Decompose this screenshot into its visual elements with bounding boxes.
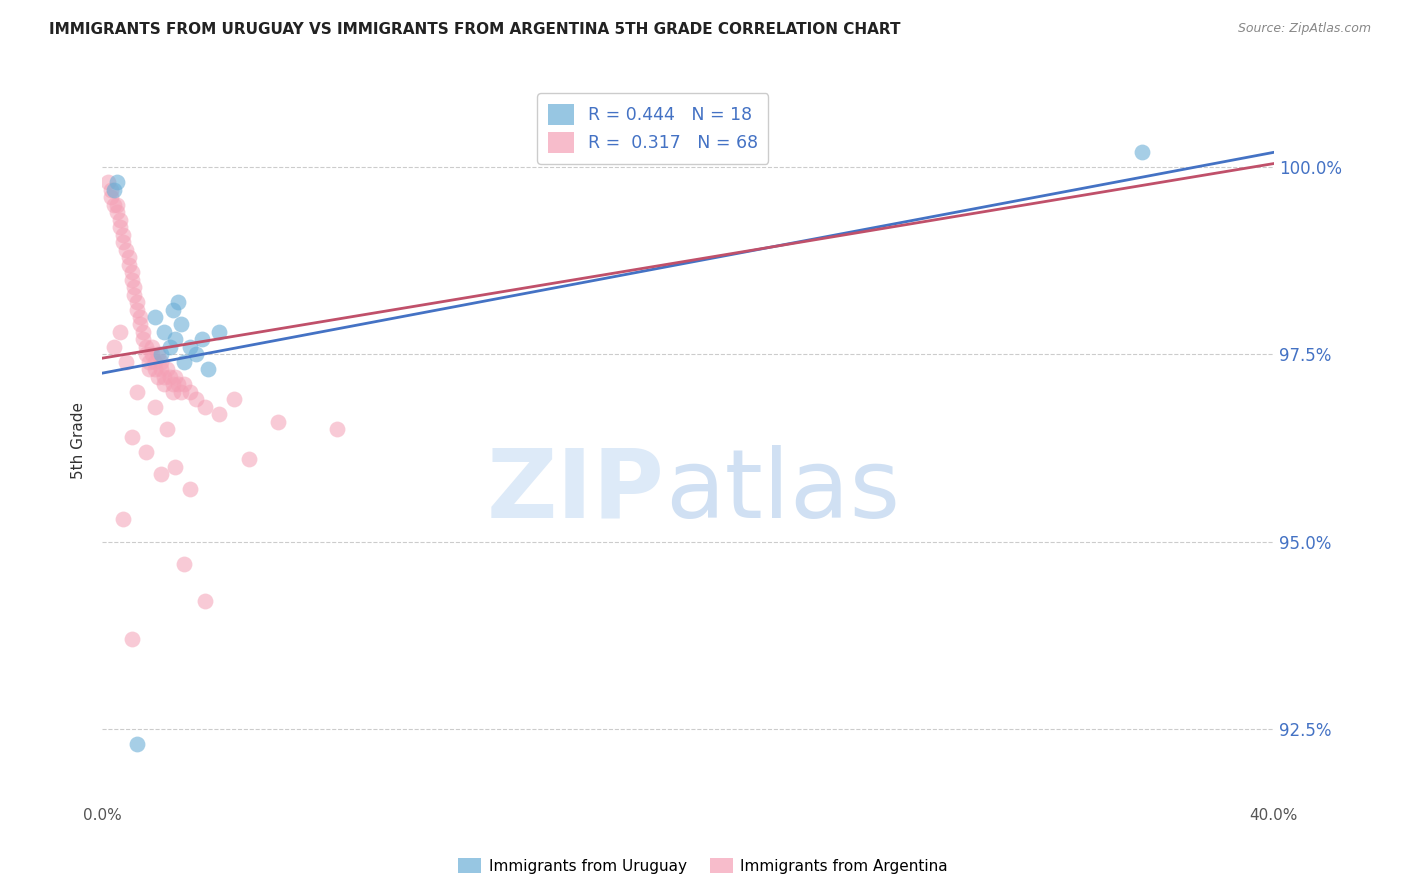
Point [152,325,174,339]
Point [208,325,231,339]
Point [159,370,181,384]
Point [108,325,131,339]
Point [184,392,207,407]
Point [121,632,143,646]
Point [121,272,143,286]
Point [138,362,160,376]
Point [165,370,187,384]
Point [149,467,172,482]
Point [167,377,190,392]
Point [170,384,193,399]
Point [179,482,201,496]
Point [143,355,166,369]
Point [97,175,120,189]
Point [222,392,245,407]
Point [152,377,174,392]
Point [100,190,122,204]
Point [114,355,136,369]
Point [143,310,166,324]
Point [162,384,184,399]
Point [167,295,190,310]
Point [194,400,217,414]
Point [162,377,184,392]
Point [108,212,131,227]
Point [117,250,139,264]
Point [184,347,207,361]
Point [129,318,152,332]
Point [127,737,149,751]
Y-axis label: 5th Grade: 5th Grade [72,402,86,479]
Point [179,340,201,354]
Point [173,557,195,571]
Point [124,280,146,294]
Point [165,333,187,347]
Point [191,333,214,347]
Point [141,347,163,361]
Point [149,347,172,361]
Point [138,355,160,369]
Point [146,347,169,361]
Point [108,220,131,235]
Point [173,355,195,369]
Point [149,362,172,376]
Point [117,258,139,272]
Point [238,452,260,467]
Point [127,295,149,310]
Legend: Immigrants from Uruguay, Immigrants from Argentina: Immigrants from Uruguay, Immigrants from… [453,852,953,880]
Point [111,235,134,249]
Text: IMMIGRANTS FROM URUGUAY VS IMMIGRANTS FROM ARGENTINA 5TH GRADE CORRELATION CHART: IMMIGRANTS FROM URUGUAY VS IMMIGRANTS FR… [49,22,901,37]
Point [267,415,290,429]
Point [141,340,163,354]
Point [135,340,157,354]
Point [179,384,201,399]
Point [111,227,134,242]
Point [156,362,179,376]
Point [143,400,166,414]
Point [103,197,125,211]
Point [132,333,155,347]
Point [129,310,152,324]
Point [149,355,172,369]
Point [105,175,128,189]
Point [146,370,169,384]
Point [103,340,125,354]
Point [135,347,157,361]
Point [170,318,193,332]
Point [127,302,149,317]
Text: Source: ZipAtlas.com: Source: ZipAtlas.com [1237,22,1371,36]
Text: atlas: atlas [665,445,900,538]
Point [121,265,143,279]
Point [1130,145,1153,160]
Point [152,370,174,384]
Point [143,362,166,376]
Legend: R = 0.444   N = 18, R =  0.317   N = 68: R = 0.444 N = 18, R = 0.317 N = 68 [537,94,768,163]
Point [105,205,128,219]
Point [165,459,187,474]
Point [111,512,134,526]
Point [325,422,347,436]
Point [208,407,231,421]
Point [194,594,217,608]
Point [100,183,122,197]
Point [114,243,136,257]
Text: ZIP: ZIP [486,445,665,538]
Point [156,422,179,436]
Point [121,430,143,444]
Point [132,325,155,339]
Point [197,362,219,376]
Point [159,340,181,354]
Point [173,377,195,392]
Point [127,384,149,399]
Point [162,302,184,317]
Point [103,183,125,197]
Point [105,197,128,211]
Point [124,287,146,301]
Point [135,444,157,458]
